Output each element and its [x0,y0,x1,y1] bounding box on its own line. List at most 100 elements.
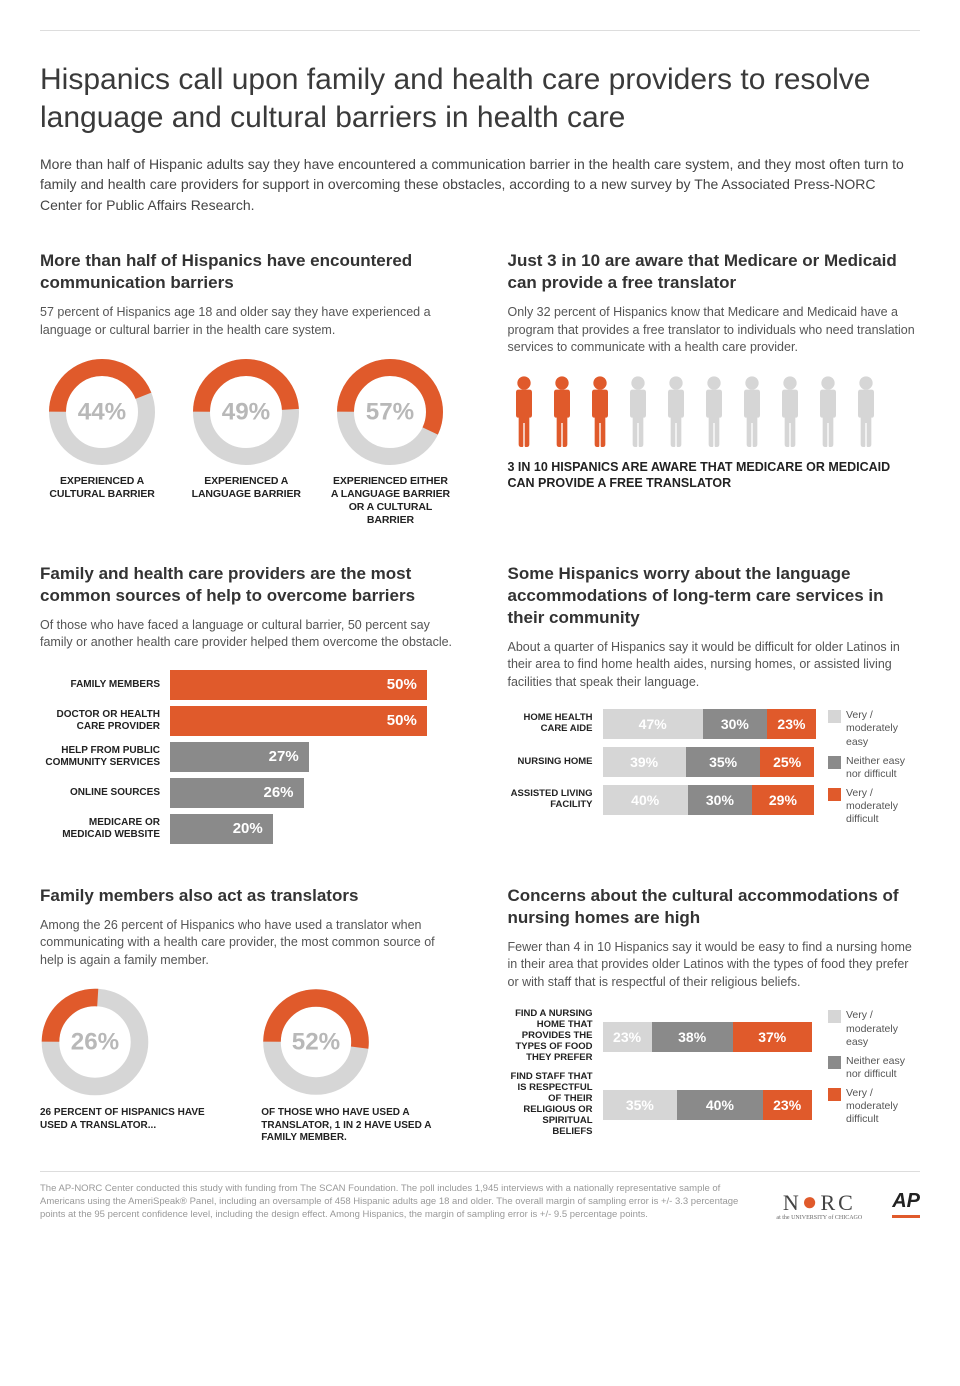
legend-item: Very / moderately difficult [828,787,920,826]
bar-fill: 20% [170,814,273,844]
svg-text:52%: 52% [292,1029,340,1056]
legend-item: Neither easy nor difficult [828,755,920,781]
donut-icon: 44% [47,357,157,467]
translator-donut-item: 52% Of those who have used a translator,… [261,987,452,1145]
donut-icon: 49% [191,357,301,467]
page-title: Hispanics call upon family and health ca… [40,61,920,136]
s2-heading: Just 3 in 10 are aware that Medicare or … [508,250,921,294]
legend-swatch [828,788,841,801]
translator-label: 26 percent of Hispanics have used a tran… [40,1107,231,1132]
stacked-segment: 35% [686,747,761,777]
section-nursing-home-concerns: Concerns about the cultural accommodatio… [508,885,921,1146]
stacked-segment: 23% [603,1022,652,1052]
donut-label: Experienced either a language barrier or… [328,475,452,528]
footer: The AP-NORC Center conducted this study … [40,1182,920,1222]
bar-label: Help from public community services [40,745,170,768]
legend-swatch [828,1010,841,1023]
s6-legend: Very / moderately easy Neither easy nor … [828,1009,920,1132]
bar-fill: 27% [170,742,309,772]
people-caption: 3 in 10 Hispanics are aware that Medicar… [508,459,921,492]
donut-item: 57% Experienced either a language barrie… [328,357,452,528]
donut-icon: 26% [40,987,150,1097]
s5-subtext: Among the 26 percent of Hispanics who ha… [40,917,453,970]
stacked-segment: 39% [603,747,686,777]
stacked-segment: 47% [603,709,703,739]
legend-text: Very / moderately difficult [846,787,920,826]
svg-text:57%: 57% [366,399,414,426]
stacked-row: Find staff that is respectful of their r… [508,1072,817,1138]
stacked-row: Find a nursing home that provides the ty… [508,1009,817,1064]
stacked-row: Home health care aide 47%30%23% [508,709,817,739]
bar-row: Family members 50% [40,670,453,700]
legend-text: Neither easy nor difficult [846,755,920,781]
stacked-row: Assisted living facility 40%30%29% [508,785,817,815]
bar-fill: 50% [170,706,427,736]
legend-swatch [828,710,841,723]
section-translator-awareness: Just 3 in 10 are aware that Medicare or … [508,250,921,528]
s6-heading: Concerns about the cultural accommodatio… [508,885,921,929]
legend-text: Neither easy nor difficult [846,1055,920,1081]
stacked-segment: 37% [733,1022,812,1052]
stacked-segment: 25% [760,747,813,777]
s4-heading: Some Hispanics worry about the language … [508,563,921,629]
s1-heading: More than half of Hispanics have encount… [40,250,453,294]
norc-logo: N●RC at the UNIVERSITY of CHICAGO [776,1187,862,1221]
s4-stacked-chart: Home health care aide 47%30%23% Nursing … [508,709,817,823]
s5-donut-row: 26% 26 percent of Hispanics have used a … [40,987,453,1145]
legend-text: Very / moderately easy [846,1009,920,1048]
person-icon [660,375,692,447]
bar-label: Doctor or health care provider [40,709,170,732]
person-icon [850,375,882,447]
stacked-segment: 29% [752,785,814,815]
stacked-label: Assisted living facility [508,789,603,811]
s3-heading: Family and health care providers are the… [40,563,453,607]
section-longterm-care-worry: Some Hispanics worry about the language … [508,563,921,850]
s6-subtext: Fewer than 4 in 10 Hispanics say it woul… [508,939,921,992]
section-sources-of-help: Family and health care providers are the… [40,563,453,850]
stacked-label: Find a nursing home that provides the ty… [508,1009,603,1064]
bar-fill: 26% [170,778,304,808]
stacked-segment: 40% [677,1090,762,1120]
s6-stacked-chart: Find a nursing home that provides the ty… [508,1009,817,1145]
footer-logos: N●RC at the UNIVERSITY of CHICAGO AP [776,1182,920,1221]
donut-label: Experienced a cultural barrier [40,475,164,501]
donut-item: 44% Experienced a cultural barrier [40,357,164,528]
stacked-label: Nursing home [508,757,603,768]
person-icon [812,375,844,447]
svg-text:49%: 49% [222,399,270,426]
stacked-segment: 38% [652,1022,733,1052]
bar-label: Online sources [40,787,170,799]
legend-item: Very / moderately easy [828,709,920,748]
bar-label: Medicare or Medicaid website [40,817,170,840]
legend-item: Very / moderately difficult [828,1087,920,1126]
s1-subtext: 57 percent of Hispanics age 18 and older… [40,304,453,339]
person-icon [584,375,616,447]
s3-bar-chart: Family members 50% Doctor or health care… [40,670,453,844]
bar-row: Online sources 26% [40,778,453,808]
people-icons-row [508,375,921,447]
person-icon [622,375,654,447]
s4-subtext: About a quarter of Hispanics say it woul… [508,639,921,692]
person-icon [698,375,730,447]
s5-heading: Family members also act as translators [40,885,453,907]
legend-item: Very / moderately easy [828,1009,920,1048]
translator-label: Of those who have used a translator, 1 i… [261,1107,452,1145]
s4-legend: Very / moderately easy Neither easy nor … [828,709,920,832]
stacked-segment: 30% [688,785,752,815]
svg-text:26%: 26% [71,1029,119,1056]
legend-item: Neither easy nor difficult [828,1055,920,1081]
donut-item: 49% Experienced a language barrier [184,357,308,528]
s2-subtext: Only 32 percent of Hispanics know that M… [508,304,921,357]
s3-subtext: Of those who have faced a language or cu… [40,617,453,652]
intro-paragraph: More than half of Hispanic adults say th… [40,154,920,215]
stacked-segment: 35% [603,1090,678,1120]
person-icon [508,375,540,447]
donut-icon: 52% [261,987,371,1097]
translator-donut-item: 26% 26 percent of Hispanics have used a … [40,987,231,1132]
legend-text: Very / moderately difficult [846,1087,920,1126]
ap-logo: AP [892,1190,920,1218]
stacked-segment: 30% [703,709,767,739]
section-communication-barriers: More than half of Hispanics have encount… [40,250,453,528]
donut-icon: 57% [335,357,445,467]
bar-label: Family members [40,679,170,691]
